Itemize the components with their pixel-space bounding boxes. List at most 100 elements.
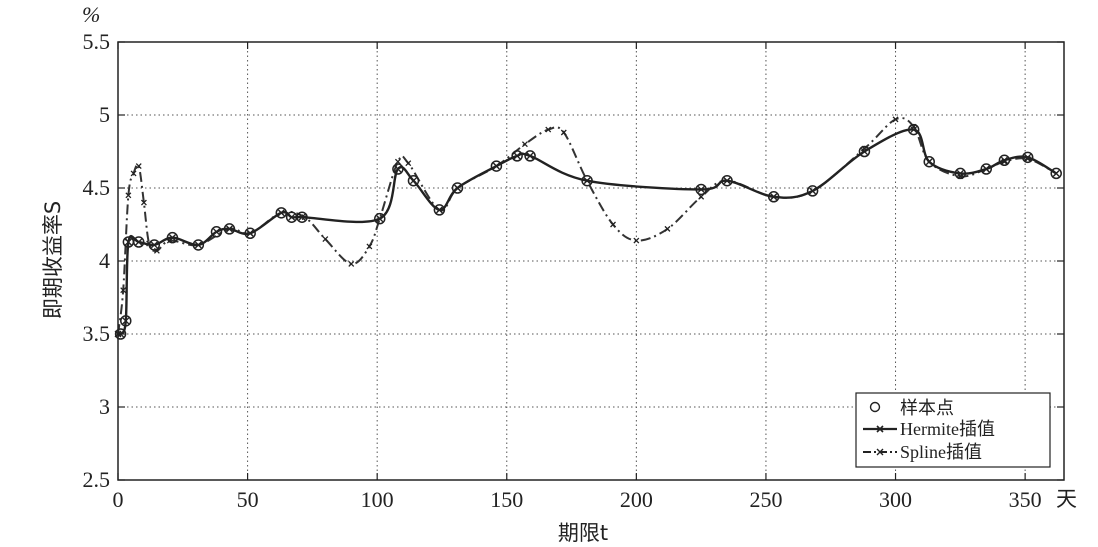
series-layer	[114, 116, 1062, 340]
x-tick-label: 250	[749, 487, 782, 512]
spline-point	[664, 225, 671, 232]
hermite-point	[376, 215, 384, 223]
spline-point	[394, 158, 401, 165]
sample-point	[490, 160, 503, 172]
legend-marker-hermite	[876, 425, 884, 433]
sample-point	[511, 150, 523, 162]
x-tick-label: 100	[361, 487, 394, 512]
ticks	[117, 41, 1064, 481]
legend-marker-sample	[869, 401, 881, 413]
spline-point	[610, 221, 616, 228]
hermite-point	[454, 184, 461, 192]
sample-point	[581, 174, 593, 187]
sample-point	[907, 123, 920, 136]
x-unit-label: 天	[1056, 487, 1077, 511]
x-tick-label: 0	[113, 487, 124, 512]
hermite-point	[809, 187, 817, 195]
sample-point	[166, 231, 179, 244]
spline-point	[545, 126, 552, 133]
spline-point	[322, 236, 329, 243]
hermite-point	[583, 177, 591, 185]
spline-point	[135, 163, 142, 170]
series-hermite-line	[117, 128, 1057, 337]
x-tick-label: 300	[879, 487, 912, 512]
spline-point	[405, 160, 412, 167]
sample-point	[980, 163, 992, 175]
hermite-point	[513, 152, 521, 160]
x-tick-label: 150	[490, 487, 523, 512]
hermite-point	[288, 213, 296, 221]
spline-point	[633, 237, 640, 244]
sample-point	[524, 150, 536, 162]
sample-point	[120, 315, 132, 327]
spline-point	[366, 243, 373, 250]
sample-point	[148, 239, 161, 251]
hermite-point	[492, 162, 500, 170]
y-axis-title: 即期收益率S	[41, 201, 65, 319]
sample-point	[244, 227, 256, 240]
hermite-point	[982, 165, 990, 173]
spline-point	[130, 170, 137, 177]
hermite-point	[526, 152, 534, 160]
y-tick-label: 5.5	[83, 29, 111, 54]
hermite-point	[1024, 153, 1032, 161]
hermite-point	[168, 234, 176, 242]
hermite-point	[435, 206, 443, 214]
sample-point	[998, 154, 1011, 167]
series-spline-line	[117, 116, 1057, 335]
sample-point	[275, 207, 288, 219]
sample-point	[767, 191, 780, 203]
y-tick-label: 3	[99, 394, 110, 419]
sample-point	[433, 204, 446, 216]
hermite-point	[124, 238, 132, 246]
tick-labels: 0 50 100 150 200 250 300 350 2.5 3 3.5 4 4.5 5 5.5	[83, 29, 1042, 512]
spline-point	[348, 260, 355, 267]
legend-label-sample: 样本点	[900, 398, 954, 418]
y-tick-label: 3.5	[83, 321, 111, 346]
sample-point	[721, 174, 733, 187]
y-tick-label: 5	[99, 102, 110, 127]
sample-point	[1050, 167, 1062, 180]
spline-point	[698, 193, 705, 200]
sample-point	[296, 211, 308, 223]
sample-point	[695, 183, 707, 196]
hermite-point	[956, 169, 964, 177]
sample-point	[407, 174, 420, 187]
sample-point	[114, 328, 127, 340]
hermite-point	[277, 209, 285, 217]
sample-point	[392, 163, 404, 175]
legend-marker-spline	[876, 448, 884, 456]
sample-point	[223, 223, 236, 235]
y-tick-label: 4.5	[83, 175, 111, 200]
spline-point	[892, 116, 899, 123]
spline-point	[560, 129, 567, 136]
sample-point	[923, 155, 935, 168]
x-axis-title: 期限t	[558, 521, 608, 545]
spline-point	[120, 287, 127, 294]
hermite-point	[1052, 169, 1060, 177]
sample-point	[192, 239, 205, 251]
legend: 样本点 Hermite插值 Spline插值	[855, 392, 1051, 468]
hermite-point	[860, 148, 868, 155]
hermite-point	[135, 238, 143, 246]
sample-point	[210, 226, 223, 238]
spline-point	[140, 199, 147, 206]
hermite-point	[225, 225, 233, 233]
sample-point	[451, 182, 464, 194]
x-tick-label: 50	[237, 487, 259, 512]
hermite-point	[150, 241, 158, 249]
spline-point	[125, 192, 132, 199]
hermite-point	[394, 165, 402, 173]
y-tick-label: 4	[99, 248, 110, 273]
hermite-point	[910, 126, 918, 134]
hermite-point	[298, 213, 306, 221]
x-tick-label: 200	[620, 487, 653, 512]
y-tick-label: 2.5	[83, 467, 111, 492]
hermite-point	[122, 317, 130, 325]
sample-point	[806, 185, 819, 197]
hermite-point	[770, 193, 778, 201]
hermite-point	[194, 241, 202, 249]
sample-point	[954, 167, 967, 180]
sample-point	[374, 212, 386, 225]
